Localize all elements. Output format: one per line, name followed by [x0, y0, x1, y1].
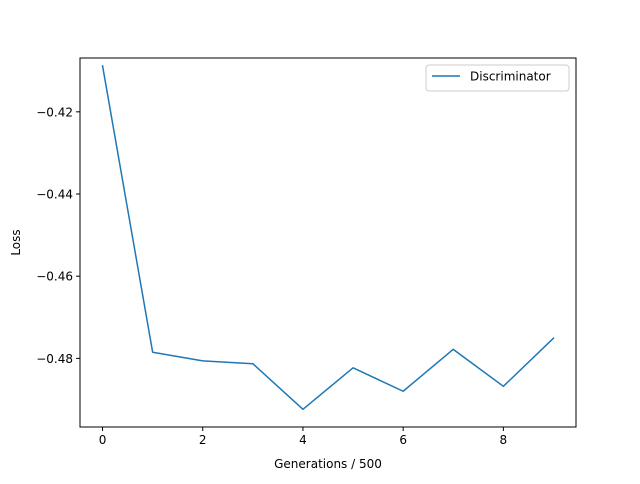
legend: Discriminator [426, 65, 569, 91]
x-tick-label: 8 [500, 433, 508, 447]
y-tick-label: −0.44 [36, 188, 73, 202]
plot-area-background [80, 58, 576, 427]
y-tick-label: −0.48 [36, 352, 73, 366]
x-tick-label: 2 [199, 433, 207, 447]
y-axis-label: Loss [9, 229, 23, 255]
y-tick-label: −0.42 [36, 105, 73, 119]
x-tick-label: 6 [399, 433, 407, 447]
y-tick-label: −0.46 [36, 270, 73, 284]
legend-label-discriminator: Discriminator [470, 70, 551, 84]
x-axis-label: Generations / 500 [274, 457, 382, 471]
x-tick-label: 4 [299, 433, 307, 447]
x-tick-label: 0 [99, 433, 107, 447]
